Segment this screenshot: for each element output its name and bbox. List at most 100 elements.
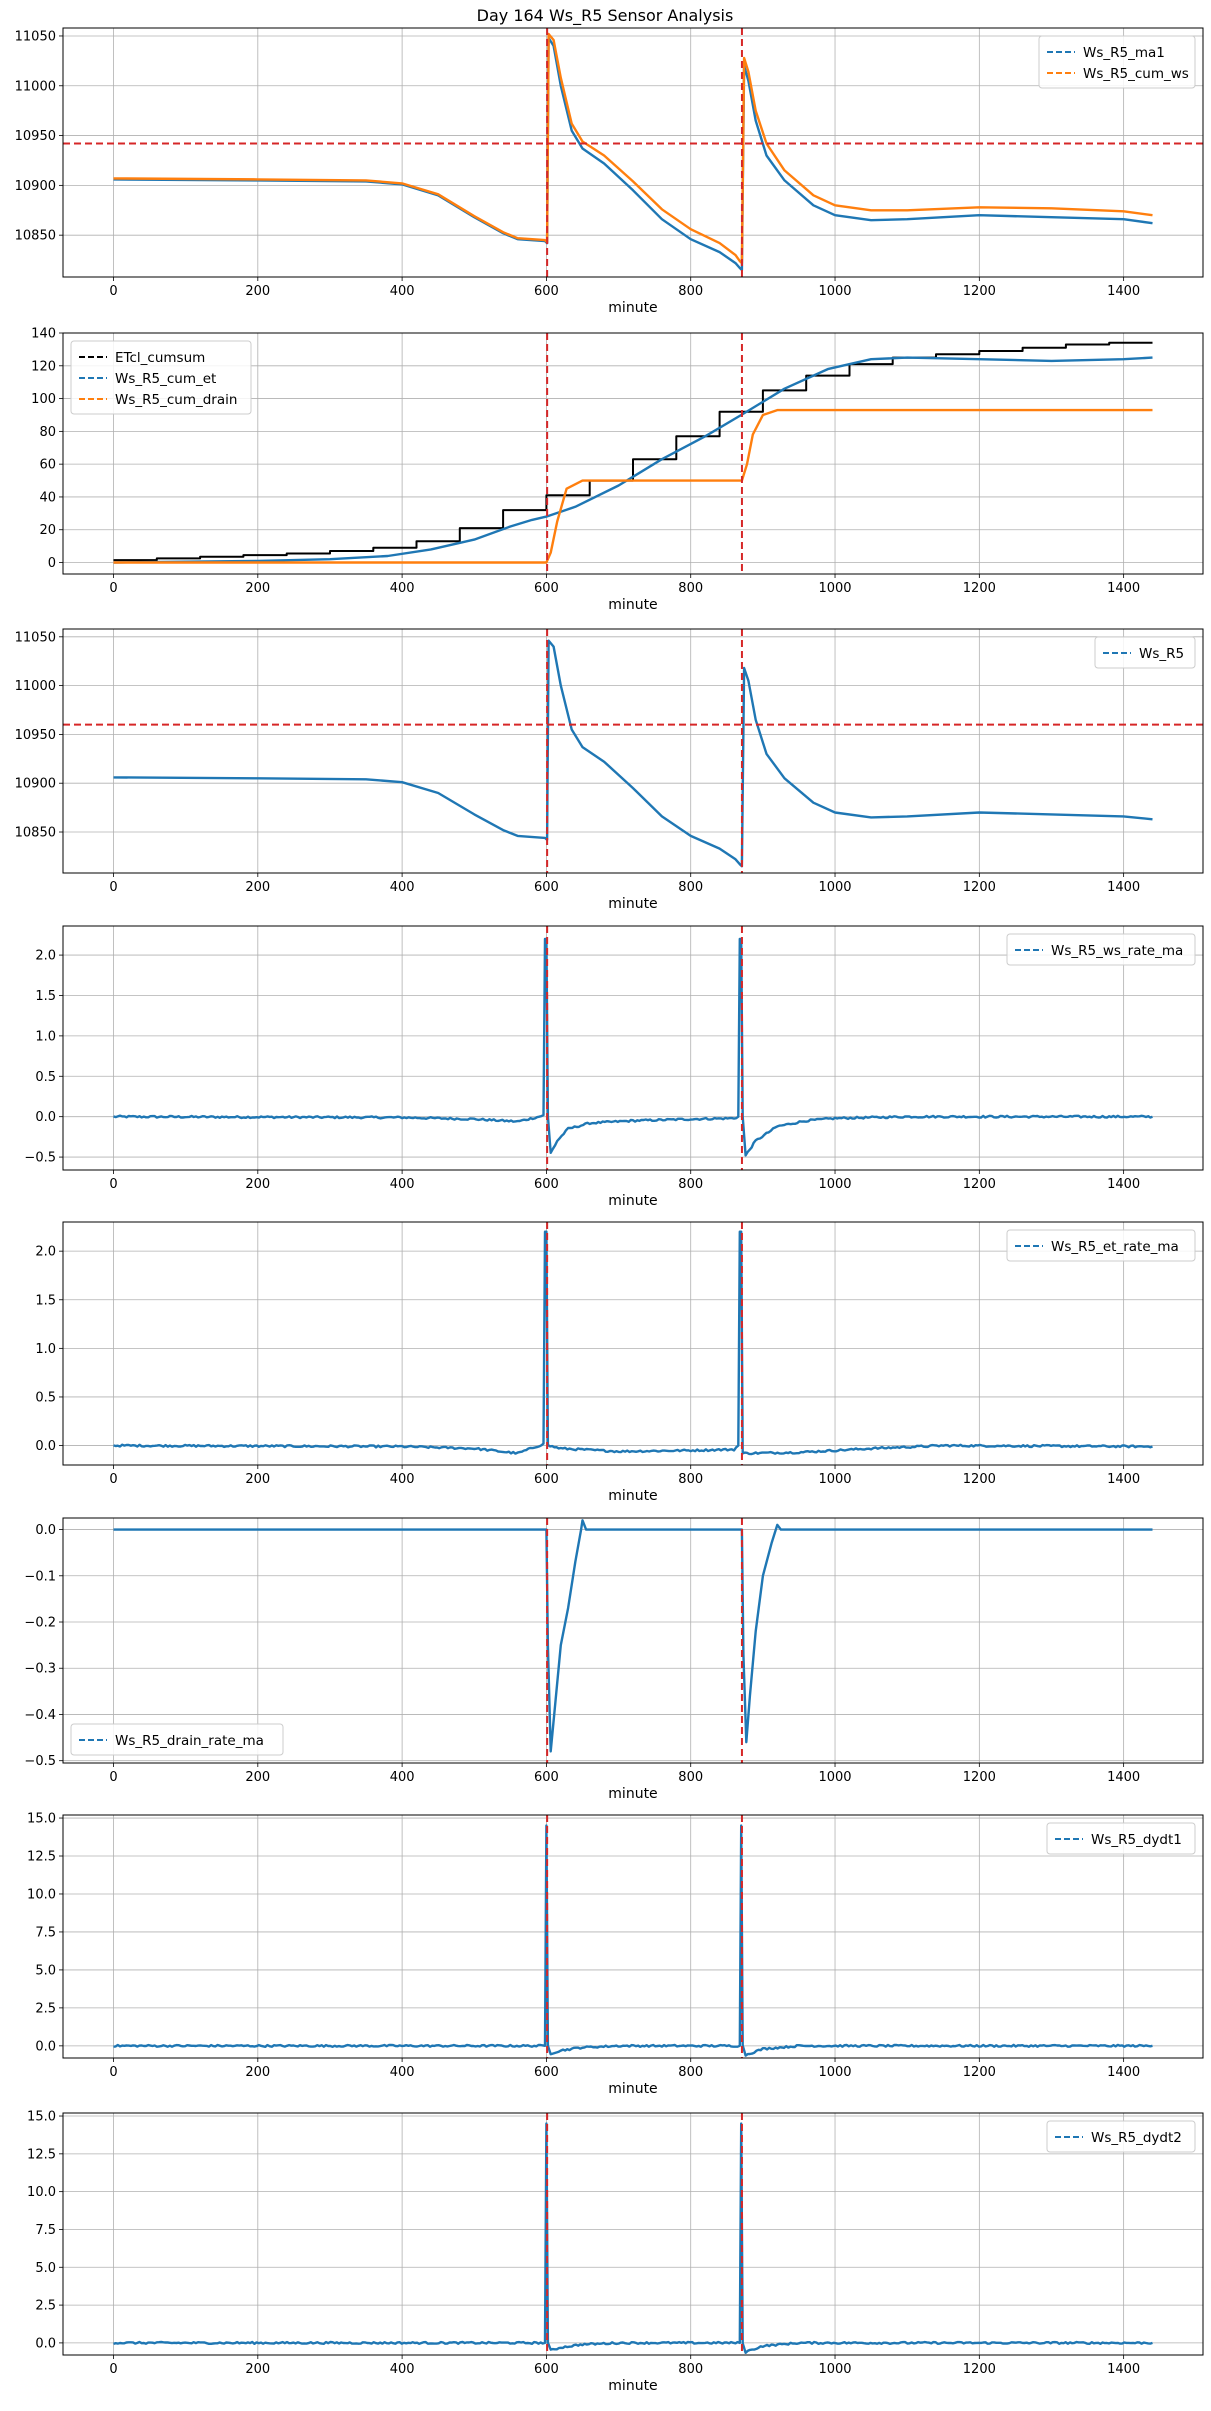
legend-label: Ws_R5	[1139, 646, 1184, 662]
axes-frame	[62, 27, 1204, 278]
x-tick-label: 1000	[818, 2065, 851, 2080]
y-tick-label: 10.0	[27, 1887, 56, 1902]
y-tick-label: −0.5	[24, 1754, 56, 1769]
legend-box	[1094, 636, 1196, 669]
y-tick-label: −0.1	[24, 1569, 56, 1584]
x-tick-label: 1400	[1107, 2065, 1140, 2080]
series-line-ws-r5-ws-rate-ma	[113, 937, 1153, 1157]
y-tick-label: 10950	[15, 728, 56, 743]
x-tick-label: 1000	[818, 581, 851, 596]
x-axis-label: minute	[608, 2378, 657, 2394]
y-tick-label: 11000	[15, 79, 56, 94]
legend-label: Ws_R5_cum_et	[115, 371, 216, 387]
x-tick-label: 600	[534, 1472, 559, 1487]
x-axis-label: minute	[608, 896, 657, 912]
y-tick-label: −0.2	[24, 1616, 56, 1631]
y-tick-label: −0.5	[24, 1151, 56, 1166]
x-tick-label: 200	[245, 880, 270, 895]
legend: Ws_R5_ws_rate_ma	[1006, 933, 1196, 966]
y-tick-label: 2.0	[35, 1245, 56, 1260]
axes-frame	[62, 628, 1204, 874]
x-tick-label: 1200	[963, 880, 996, 895]
legend-label: Ws_R5_ma1	[1083, 45, 1165, 61]
x-tick-label: 1400	[1107, 1177, 1140, 1192]
panel-6: 0 200 400 600 800 1000 1200 1400 −0.5 −0.4 −0.3 −0.…	[24, 1517, 1204, 1802]
panel-4: 0 200 400 600 800 1000 1200 1400 −0.5 0.0 0.5 1.0 1.…	[24, 925, 1204, 1209]
x-tick-label: 400	[390, 284, 415, 299]
legend-box	[1038, 35, 1196, 89]
axes-frame	[62, 925, 1204, 1171]
x-tick-label: 1000	[818, 1770, 851, 1785]
legend-label: Ws_R5_dydt1	[1091, 1832, 1182, 1848]
legend: Ws_R5_dydt1	[1046, 1822, 1196, 1855]
panel-7: 0 200 400 600 800 1000 1200 1400 0.0 2.5 5.0 7.5 10.…	[27, 1812, 1204, 2097]
axes-frame	[62, 1221, 1204, 1466]
x-tick-label: 800	[678, 1770, 703, 1785]
x-axis-label: minute	[608, 2081, 657, 2097]
legend: Ws_R5_drain_rate_ma	[70, 1723, 284, 1756]
x-tick-label: 400	[390, 2362, 415, 2377]
x-axis-label: minute	[608, 1488, 657, 1504]
legend-box	[1006, 1229, 1196, 1262]
x-tick-label: 600	[534, 1177, 559, 1192]
series-line-ws-r5-dydt1	[113, 1824, 1153, 2057]
legend: Ws_R5_ma1 Ws_R5_cum_ws	[1038, 35, 1196, 89]
y-tick-label: 2.5	[35, 2299, 56, 2314]
x-tick-label: 800	[678, 284, 703, 299]
y-tick-label: 0	[48, 556, 56, 571]
x-axis-label: minute	[608, 300, 657, 316]
x-tick-label: 1200	[963, 284, 996, 299]
y-tick-label: 10.0	[27, 2185, 56, 2200]
y-tick-label: 10900	[15, 777, 56, 792]
y-tick-label: 10950	[15, 129, 56, 144]
x-tick-label: 400	[390, 880, 415, 895]
x-tick-label: 800	[678, 2065, 703, 2080]
x-tick-label: 1000	[818, 2362, 851, 2377]
x-tick-label: 400	[390, 1472, 415, 1487]
series-line-ws-r5-et-rate-ma	[113, 1230, 1153, 1456]
y-tick-label: 15.0	[27, 2110, 56, 2125]
x-tick-label: 600	[534, 284, 559, 299]
x-tick-label: 0	[109, 2065, 117, 2080]
y-tick-label: 2.5	[35, 2001, 56, 2016]
y-tick-label: 40	[39, 490, 56, 505]
legend-label: Ws_R5_drain_rate_ma	[115, 1733, 264, 1749]
x-tick-label: 200	[245, 581, 270, 596]
x-tick-label: 0	[109, 1177, 117, 1192]
y-tick-label: −0.4	[24, 1708, 56, 1723]
y-tick-label: 20	[39, 523, 56, 538]
legend-label: Ws_R5_cum_ws	[1083, 66, 1189, 82]
y-tick-label: 5.0	[35, 1963, 56, 1978]
y-tick-label: 2.0	[35, 949, 56, 964]
y-tick-label: 0.0	[35, 2336, 56, 2351]
series-line-etcl-cumsum	[113, 341, 1153, 562]
x-tick-label: 1000	[818, 1472, 851, 1487]
x-tick-label: 600	[534, 1770, 559, 1785]
y-tick-label: 80	[39, 425, 56, 440]
x-tick-label: 1400	[1107, 2362, 1140, 2377]
x-tick-label: 400	[390, 1770, 415, 1785]
x-tick-label: 200	[245, 2065, 270, 2080]
y-tick-label: 12.5	[27, 2147, 56, 2162]
axes-frame	[62, 1814, 1204, 2059]
x-tick-label: 200	[245, 1770, 270, 1785]
y-tick-label: 7.5	[35, 2223, 56, 2238]
x-axis-label: minute	[608, 1193, 657, 1209]
x-tick-label: 0	[109, 1770, 117, 1785]
y-tick-label: 5.0	[35, 2261, 56, 2276]
x-tick-label: 800	[678, 581, 703, 596]
axes-frame	[62, 2112, 1204, 2356]
y-tick-label: 10900	[15, 179, 56, 194]
y-tick-label: 0.0	[35, 1523, 56, 1538]
panel-5: 0 200 400 600 800 1000 1200 1400 0.0 0.5 1.0 1.5 2.0…	[35, 1221, 1204, 1504]
x-tick-label: 1200	[963, 2362, 996, 2377]
x-tick-label: 200	[245, 1177, 270, 1192]
x-tick-label: 1200	[963, 2065, 996, 2080]
legend-label: Ws_R5_et_rate_ma	[1051, 1239, 1179, 1255]
legend-label: Ws_R5_dydt2	[1091, 2130, 1182, 2146]
x-tick-label: 1200	[963, 1770, 996, 1785]
legend-label: ETcl_cumsum	[115, 350, 205, 366]
x-tick-label: 600	[534, 2065, 559, 2080]
y-tick-label: 0.0	[35, 2039, 56, 2054]
x-tick-label: 1000	[818, 1177, 851, 1192]
